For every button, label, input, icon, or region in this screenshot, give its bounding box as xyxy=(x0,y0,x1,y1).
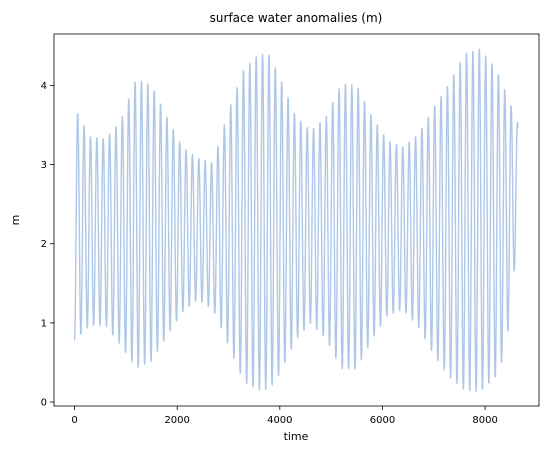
x-tick-label: 8000 xyxy=(472,415,497,426)
x-tick-label: 4000 xyxy=(267,415,292,426)
y-tick-label: 4 xyxy=(41,81,47,92)
y-axis-label: m xyxy=(9,215,22,226)
y-tick-label: 2 xyxy=(41,239,47,250)
chart-title: surface water anomalies (m) xyxy=(210,11,383,25)
y-axis: 0 1 2 3 4 xyxy=(41,81,54,409)
x-tick-label: 2000 xyxy=(164,415,189,426)
y-tick-label: 1 xyxy=(41,318,47,329)
y-tick-label: 3 xyxy=(41,160,47,171)
axes-frame xyxy=(53,33,540,407)
plot-area xyxy=(73,48,519,393)
y-tick-label: 0 xyxy=(41,398,47,409)
series-line xyxy=(73,48,519,393)
x-axis-label: time xyxy=(284,430,309,443)
x-tick-label: 6000 xyxy=(370,415,395,426)
x-axis: 0 2000 4000 6000 8000 xyxy=(71,406,498,426)
x-tick-label: 0 xyxy=(71,415,77,426)
